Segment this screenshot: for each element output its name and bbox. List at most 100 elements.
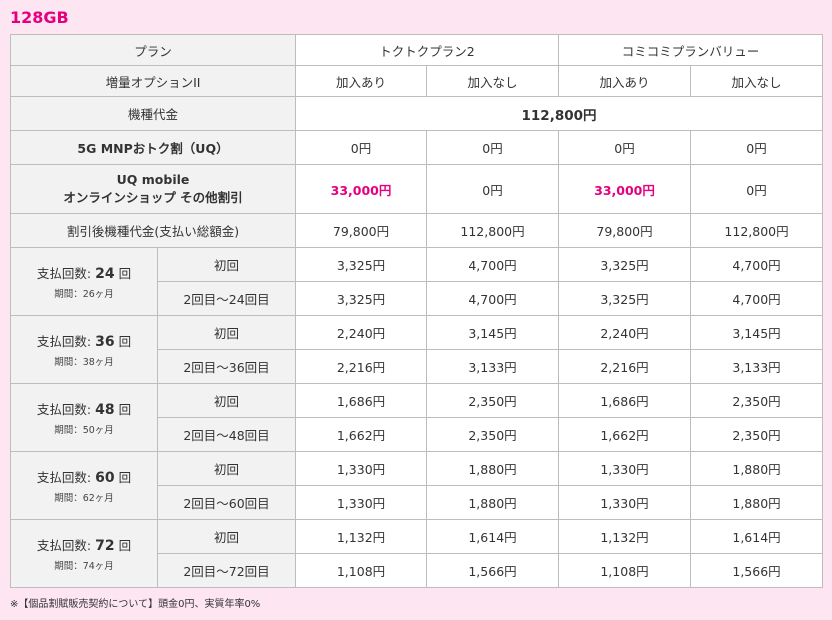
installment-period: 期間：38ヶ月 <box>54 357 114 368</box>
first-payment-value: 3,145円 <box>426 315 560 350</box>
rest-payment-value: 1,330円 <box>295 485 428 520</box>
footnote: ※【個品割賦販売契約について】頭金0円、実質年率0% <box>10 599 261 610</box>
first-payment-value: 1,686円 <box>295 383 428 418</box>
online-label-line1: UQ mobile <box>116 172 190 187</box>
online-value: 0円 <box>426 164 560 214</box>
option-without: 加入なし <box>426 65 560 97</box>
first-payment-value: 3,145円 <box>690 315 824 350</box>
first-payment-value: 2,240円 <box>558 315 692 350</box>
installment-count-cell: 支払回数: 36 回期間：38ヶ月 <box>10 315 158 384</box>
installment-suffix: 回 <box>118 266 132 281</box>
first-payment-value: 1,330円 <box>295 451 428 486</box>
installment-rest-row: 2回目〜48回目 1,662円 2,350円 1,662円 2,350円 <box>11 417 824 452</box>
rest-payment-value: 4,700円 <box>690 281 824 316</box>
online-value: 33,000円 <box>558 164 692 214</box>
discounted-value: 79,800円 <box>295 213 428 248</box>
installment-suffix: 回 <box>118 470 132 485</box>
installment-count: 60 <box>95 470 115 486</box>
installment-suffix: 回 <box>118 334 132 349</box>
rest-payment-value: 2,216円 <box>558 349 692 384</box>
installment-period: 期間：26ヶ月 <box>54 289 114 300</box>
first-payment-label: 初回 <box>156 519 297 554</box>
rest-payment-label: 2回目〜36回目 <box>156 349 297 384</box>
first-payment-value: 2,350円 <box>426 383 560 418</box>
rest-payment-value: 1,566円 <box>426 553 560 588</box>
installment-prefix: 支払回数: <box>36 538 92 553</box>
installment-prefix: 支払回数: <box>36 266 92 281</box>
first-payment-label: 初回 <box>156 383 297 418</box>
mnp-value: 0円 <box>295 130 428 165</box>
plan-komikomi-header: コミコミプランバリュー <box>558 34 824 66</box>
first-payment-label: 初回 <box>156 247 297 282</box>
rest-payment-value: 3,133円 <box>690 349 824 384</box>
installment-rest-row: 2回目〜72回目 1,108円 1,566円 1,108円 1,566円 <box>11 553 824 588</box>
rest-payment-value: 1,108円 <box>295 553 428 588</box>
installment-first-row: 支払回数: 48 回期間：50ヶ月 初回 1,686円 2,350円 1,686円 2,3… <box>10 383 824 452</box>
rest-payment-value: 1,662円 <box>295 417 428 452</box>
installment-count-cell: 支払回数: 60 回期間：62ヶ月 <box>10 451 158 520</box>
rest-payment-value: 1,108円 <box>558 553 692 588</box>
rest-payment-value: 3,325円 <box>295 281 428 316</box>
installment-count: 72 <box>95 538 115 554</box>
first-payment-value: 1,132円 <box>295 519 428 554</box>
online-label-line2: オンラインショップ その他割引 <box>63 190 243 205</box>
first-payment-value: 1,330円 <box>558 451 692 486</box>
option-label: 増量オプションII <box>9 65 297 97</box>
installment-count: 36 <box>95 334 115 350</box>
installment-prefix: 支払回数: <box>36 402 92 417</box>
installment-prefix: 支払回数: <box>36 334 92 349</box>
installment-suffix: 回 <box>118 538 132 553</box>
first-payment-value: 1,880円 <box>690 451 824 486</box>
option-with: 加入あり <box>295 65 428 97</box>
installment-rest-row: 2回目〜36回目 2,216円 3,133円 2,216円 3,133円 <box>11 349 824 384</box>
rest-payment-label: 2回目〜24回目 <box>156 281 297 316</box>
discounted-price-label: 割引後機種代金(支払い総額金) <box>9 213 297 248</box>
installment-count-cell: 支払回数: 72 回期間：74ヶ月 <box>10 519 158 588</box>
installment-first-row: 支払回数: 60 回期間：62ヶ月 初回 1,330円 1,880円 1,330円 1,8… <box>10 451 824 520</box>
rest-payment-value: 1,880円 <box>426 485 560 520</box>
installment-period: 期間：50ヶ月 <box>54 425 114 436</box>
rest-payment-value: 3,325円 <box>558 281 692 316</box>
installment-suffix: 回 <box>118 402 132 417</box>
mnp-value: 0円 <box>426 130 560 165</box>
first-payment-value: 4,700円 <box>426 247 560 282</box>
device-price-value: 112,800円 <box>295 96 824 131</box>
first-payment-value: 3,325円 <box>558 247 692 282</box>
installment-period: 期間：74ヶ月 <box>54 561 114 572</box>
first-payment-value: 2,350円 <box>690 383 824 418</box>
discounted-value: 79,800円 <box>558 213 692 248</box>
installment-count: 48 <box>95 402 115 418</box>
option-with: 加入あり <box>558 65 692 97</box>
first-payment-label: 初回 <box>156 451 297 486</box>
installment-count: 24 <box>95 266 115 282</box>
installment-first-row: 支払回数: 36 回期間：38ヶ月 初回 2,240円 3,145円 2,240円 3,1… <box>10 315 824 384</box>
device-price-label: 機種代金 <box>9 96 297 131</box>
installment-count-cell: 支払回数: 24 回期間：26ヶ月 <box>10 247 158 316</box>
mnp-value: 0円 <box>558 130 692 165</box>
mnp-discount-label: 5G MNPおトク割（UQ） <box>9 130 297 165</box>
rest-payment-value: 4,700円 <box>426 281 560 316</box>
first-payment-value: 1,880円 <box>426 451 560 486</box>
rest-payment-value: 2,350円 <box>426 417 560 452</box>
first-payment-value: 2,240円 <box>295 315 428 350</box>
online-value: 0円 <box>690 164 824 214</box>
rest-payment-value: 3,133円 <box>426 349 560 384</box>
first-payment-value: 3,325円 <box>295 247 428 282</box>
installment-first-row: 支払回数: 72 回期間：74ヶ月 初回 1,132円 1,614円 1,132円 1,6… <box>10 519 824 588</box>
rest-payment-value: 2,350円 <box>690 417 824 452</box>
installment-count-cell: 支払回数: 48 回期間：50ヶ月 <box>10 383 158 452</box>
discounted-value: 112,800円 <box>426 213 560 248</box>
rest-payment-label: 2回目〜48回目 <box>156 417 297 452</box>
first-payment-value: 4,700円 <box>690 247 824 282</box>
first-payment-label: 初回 <box>156 315 297 350</box>
installment-rest-row: 2回目〜24回目 3,325円 4,700円 3,325円 4,700円 <box>11 281 824 316</box>
first-payment-value: 1,686円 <box>558 383 692 418</box>
rest-payment-value: 1,566円 <box>690 553 824 588</box>
rest-payment-value: 1,662円 <box>558 417 692 452</box>
online-discount-label: UQ mobile オンラインショップ その他割引 <box>9 164 297 214</box>
rest-payment-label: 2回目〜72回目 <box>156 553 297 588</box>
installment-first-row: 支払回数: 24 回期間：26ヶ月 初回 3,325円 4,700円 3,325円 4,7… <box>10 247 824 316</box>
first-payment-value: 1,614円 <box>690 519 824 554</box>
mnp-value: 0円 <box>690 130 824 165</box>
online-value: 33,000円 <box>295 164 428 214</box>
